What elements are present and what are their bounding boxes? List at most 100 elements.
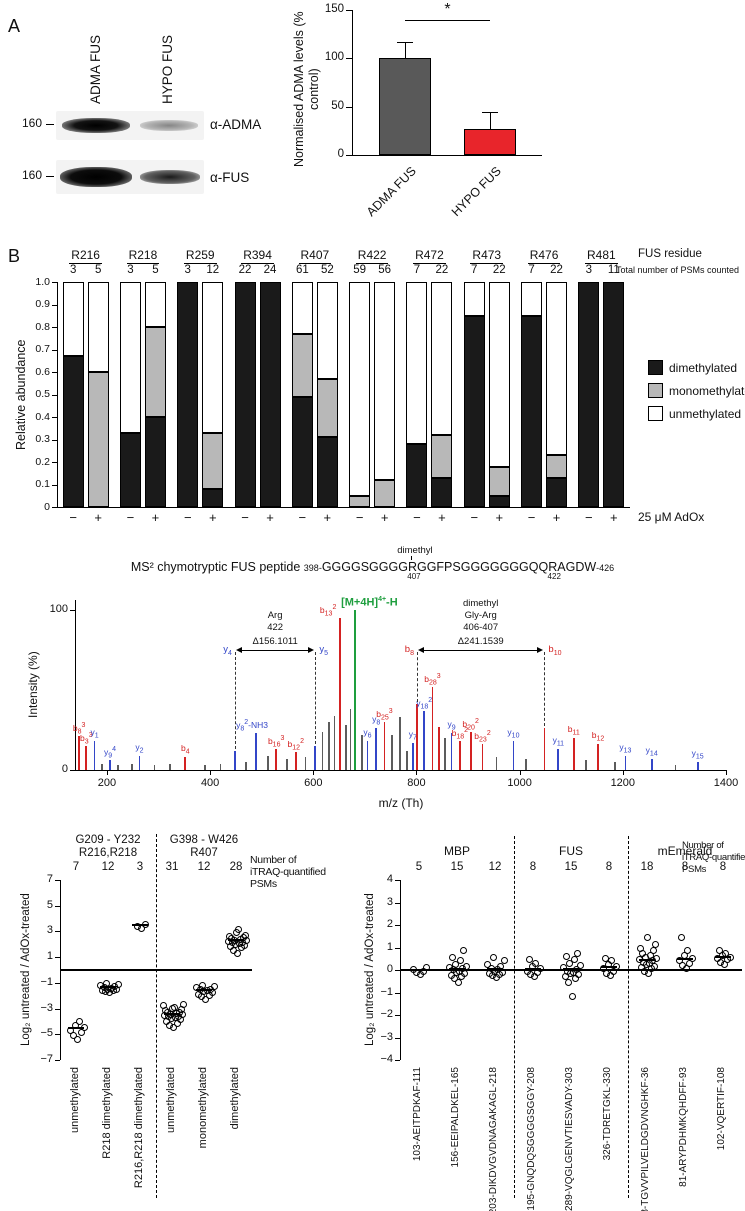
peak-b-ion xyxy=(458,741,461,770)
peak-y-ion xyxy=(624,755,627,770)
bar-segment-unmethylated xyxy=(374,282,396,480)
data-point xyxy=(532,959,540,967)
peak-b-ion xyxy=(78,736,80,770)
peak-b-ion xyxy=(469,731,472,770)
peak-label: b283 xyxy=(424,672,441,687)
y-tick-label: −1 xyxy=(380,985,393,998)
annotation-note: 406-407 xyxy=(463,622,499,633)
y-tick xyxy=(55,931,60,933)
y-tick xyxy=(55,982,60,984)
dimethyl-407-connector xyxy=(410,556,412,560)
peak-b-ion xyxy=(383,722,386,770)
psm-count: 5 xyxy=(152,264,159,276)
annotation-note: dimethyl xyxy=(463,598,499,609)
r407-letter: R xyxy=(407,560,417,574)
lane-label-adma-fus: ADMA FUS xyxy=(88,34,103,104)
ms2-spectrum-panel: MS² chymotryptic FUS peptide 398-GGGGSGG… xyxy=(0,545,745,830)
bar-segment-unmethylated xyxy=(463,282,485,316)
adox-condition: + xyxy=(438,510,446,525)
data-point xyxy=(451,960,459,968)
y-tick-label: 0 xyxy=(337,148,344,160)
peak-u-ion xyxy=(130,763,133,770)
data-point xyxy=(73,1035,81,1043)
y-tick xyxy=(346,58,352,60)
y-tick-label: −3 xyxy=(40,1001,53,1014)
adox-condition: + xyxy=(552,510,561,525)
psm-count: 7 xyxy=(413,264,421,276)
data-point xyxy=(684,947,692,955)
peak-y-ion xyxy=(650,758,653,770)
bar-segment-unmethylated xyxy=(202,282,224,433)
y-tick-label: 0 xyxy=(61,763,68,775)
adox-condition: − xyxy=(183,510,192,525)
seq-end-num: -426 xyxy=(596,563,615,573)
data-point xyxy=(576,961,584,969)
y-tick-label: −7 xyxy=(40,1053,53,1065)
psm-count: 31 xyxy=(165,861,179,873)
y-tick xyxy=(52,327,57,328)
legend-label: unmethylated xyxy=(669,407,742,421)
psm-count: 3 xyxy=(184,264,191,276)
peak-y-ion xyxy=(233,750,236,770)
x-tick xyxy=(622,770,624,775)
bar xyxy=(464,128,516,155)
data-point xyxy=(133,922,141,930)
y-tick-label: 100 xyxy=(49,603,68,615)
mw-marker: 160 xyxy=(22,116,43,130)
western-blot: ADMA FUS HYPO FUS 160 α-ADMA 160 α-FUS xyxy=(0,0,290,245)
peak-label: y15 xyxy=(691,748,704,761)
peak-y-ion xyxy=(366,741,369,770)
bar-segment-unmethylated xyxy=(488,282,510,467)
blot-band-adma-lane2 xyxy=(140,120,198,131)
median-line xyxy=(132,924,148,926)
bar-segment-dimethylated xyxy=(316,437,338,507)
peak-u-ion xyxy=(524,758,527,770)
x-tick-label: 800 xyxy=(407,777,426,789)
error-cap xyxy=(482,111,498,113)
y-tick xyxy=(55,1008,60,1010)
psm-note: PSMs xyxy=(250,878,277,890)
peak-u-ion xyxy=(286,758,288,770)
data-point xyxy=(484,960,492,968)
bar-segment-dimethylated xyxy=(202,489,224,507)
delta-line xyxy=(422,650,539,651)
y-tick-label: −1 xyxy=(40,975,53,988)
median-line xyxy=(563,967,579,970)
median-line xyxy=(639,958,655,961)
methylation-stacked-chart: 0 0.1 0.2 0.3 0.4 0.5 0.6 0.7 0.8 0.9 1.0 Relative … xyxy=(0,248,745,548)
group-title: G209 - Y232 xyxy=(75,834,141,846)
peak-label: b83 xyxy=(72,722,86,736)
legend-swatch-dimethylated xyxy=(648,360,663,375)
psm-count: 22 xyxy=(238,264,252,276)
psm-count: 5 xyxy=(94,264,102,276)
y-tick xyxy=(55,1060,60,1061)
arrowhead-left-icon xyxy=(417,646,424,653)
x-tick xyxy=(210,770,212,775)
data-point xyxy=(602,955,609,963)
x-category-label: 103-AEITPDKAF-111 xyxy=(412,1067,423,1162)
y-tick xyxy=(55,880,60,881)
y-tick xyxy=(395,947,400,949)
peak-b-ion xyxy=(543,728,546,770)
data-point xyxy=(489,954,497,961)
psm-count: 7 xyxy=(72,861,80,873)
bar-segment-unmethylated xyxy=(406,282,428,444)
residue-label: R394 xyxy=(241,248,274,264)
bar-segment-monomethylated xyxy=(431,435,453,478)
bar-segment-unmethylated xyxy=(316,282,338,379)
adox-title: 25 μM AdOx xyxy=(638,510,705,524)
peak-u-ion xyxy=(399,717,401,770)
peak-label: b4 xyxy=(181,743,190,756)
psm-count: 22 xyxy=(435,264,449,276)
data-point xyxy=(608,957,616,965)
x-axis xyxy=(352,155,542,156)
arrowhead-right-icon xyxy=(308,646,315,653)
mw-tick xyxy=(46,124,54,125)
antibody-label-fus: α-FUS xyxy=(210,170,250,185)
data-point xyxy=(234,926,242,934)
x-tick-label: 1000 xyxy=(507,777,532,789)
median-line xyxy=(677,957,693,960)
data-point xyxy=(170,1003,178,1011)
annotation-left-ion: b8 xyxy=(404,644,414,657)
data-point xyxy=(564,978,572,986)
